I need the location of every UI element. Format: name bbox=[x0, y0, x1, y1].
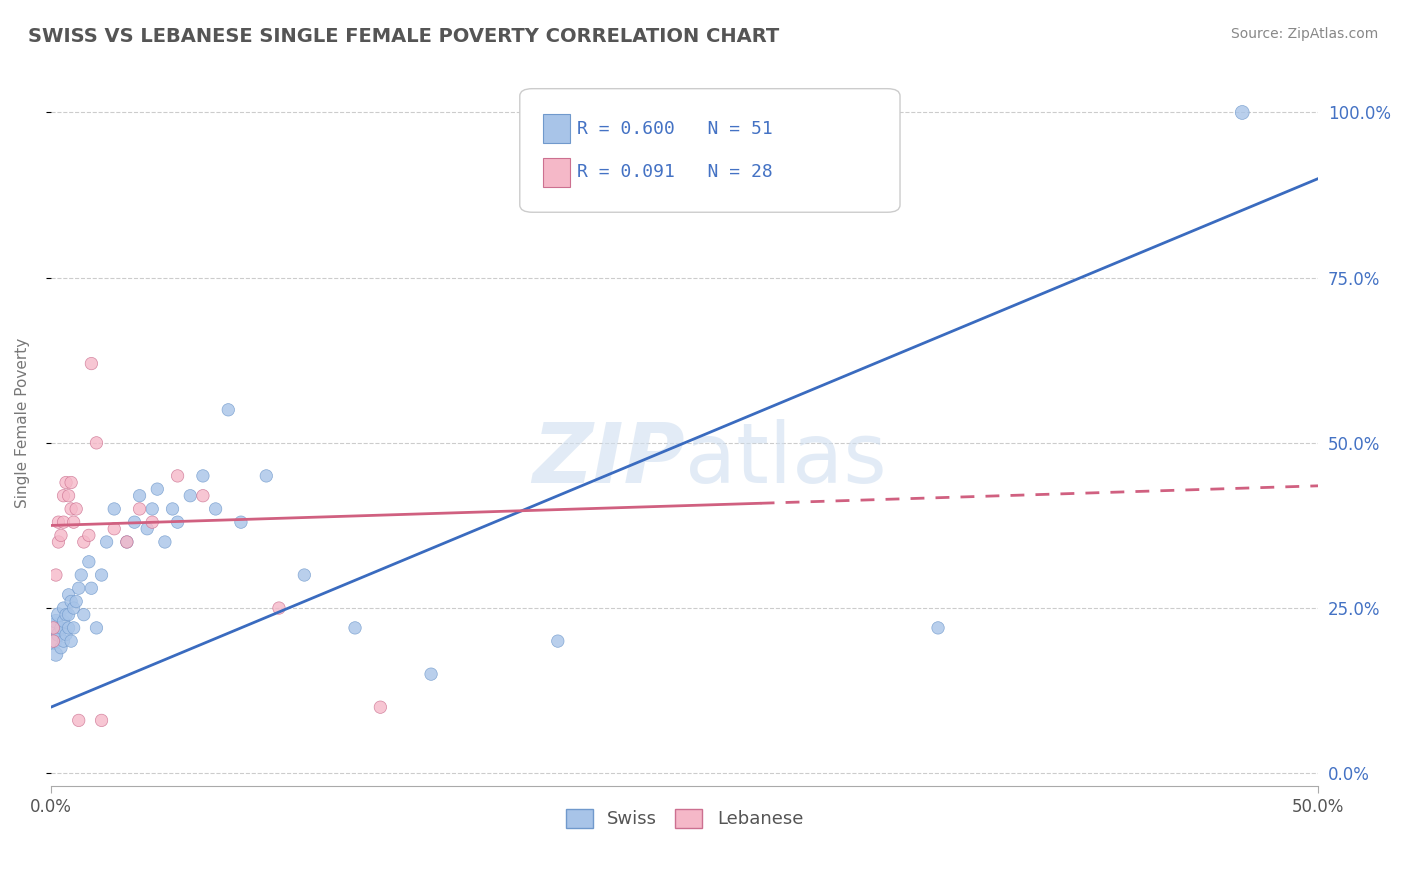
Point bbox=[103, 522, 125, 536]
Point bbox=[55, 627, 77, 641]
Point bbox=[86, 435, 108, 450]
Text: SWISS VS LEBANESE SINGLE FEMALE POVERTY CORRELATION CHART: SWISS VS LEBANESE SINGLE FEMALE POVERTY … bbox=[28, 27, 779, 45]
Point bbox=[62, 621, 84, 635]
Point bbox=[58, 607, 80, 622]
Text: Source: ZipAtlas.com: Source: ZipAtlas.com bbox=[1230, 27, 1378, 41]
Point bbox=[45, 648, 67, 662]
Point bbox=[90, 568, 112, 582]
Point bbox=[60, 502, 83, 516]
Point bbox=[141, 515, 163, 529]
Point bbox=[217, 402, 239, 417]
Point bbox=[80, 581, 103, 595]
Point bbox=[191, 489, 214, 503]
Point bbox=[124, 515, 146, 529]
Point bbox=[62, 601, 84, 615]
Y-axis label: Single Female Poverty: Single Female Poverty bbox=[15, 338, 30, 508]
FancyBboxPatch shape bbox=[543, 114, 571, 144]
Point bbox=[67, 581, 90, 595]
Point bbox=[204, 502, 226, 516]
Point bbox=[166, 469, 188, 483]
Point bbox=[48, 535, 70, 549]
Point bbox=[77, 528, 100, 542]
Point bbox=[420, 667, 443, 681]
Point bbox=[45, 615, 67, 629]
Point bbox=[42, 621, 65, 635]
Point bbox=[96, 535, 118, 549]
Point bbox=[58, 489, 80, 503]
Point bbox=[52, 615, 75, 629]
Point bbox=[86, 621, 108, 635]
Point bbox=[52, 515, 75, 529]
Point bbox=[73, 535, 96, 549]
Point bbox=[73, 607, 96, 622]
Point bbox=[48, 607, 70, 622]
Point bbox=[292, 568, 315, 582]
Point bbox=[115, 535, 138, 549]
Point bbox=[146, 482, 169, 496]
Point bbox=[927, 621, 949, 635]
Legend: Swiss, Lebanese: Swiss, Lebanese bbox=[558, 802, 810, 836]
Point bbox=[52, 634, 75, 648]
Point bbox=[65, 594, 87, 608]
Point bbox=[49, 621, 72, 635]
Point bbox=[1232, 105, 1254, 120]
Point bbox=[179, 489, 201, 503]
Point bbox=[60, 475, 83, 490]
Point bbox=[344, 621, 367, 635]
Point bbox=[65, 502, 87, 516]
Point bbox=[60, 594, 83, 608]
FancyBboxPatch shape bbox=[520, 88, 900, 212]
Point bbox=[254, 469, 277, 483]
Point bbox=[370, 700, 392, 714]
Point bbox=[55, 607, 77, 622]
Point bbox=[162, 502, 184, 516]
Point bbox=[42, 621, 65, 635]
Point bbox=[55, 475, 77, 490]
Point bbox=[128, 489, 150, 503]
Point bbox=[103, 502, 125, 516]
Text: R = 0.600   N = 51: R = 0.600 N = 51 bbox=[576, 120, 772, 137]
Point bbox=[166, 515, 188, 529]
FancyBboxPatch shape bbox=[543, 158, 571, 186]
Point bbox=[42, 634, 65, 648]
Point bbox=[48, 627, 70, 641]
Point bbox=[60, 634, 83, 648]
Point bbox=[58, 588, 80, 602]
Point bbox=[153, 535, 176, 549]
Point bbox=[48, 515, 70, 529]
Point bbox=[42, 634, 65, 648]
Point bbox=[191, 469, 214, 483]
Point bbox=[267, 601, 290, 615]
Text: ZIP: ZIP bbox=[531, 419, 685, 500]
Point bbox=[77, 555, 100, 569]
Point bbox=[67, 714, 90, 728]
Point bbox=[62, 515, 84, 529]
Text: atlas: atlas bbox=[685, 419, 886, 500]
Point bbox=[70, 568, 93, 582]
Point bbox=[58, 621, 80, 635]
Point bbox=[49, 528, 72, 542]
Point bbox=[136, 522, 159, 536]
Point bbox=[90, 714, 112, 728]
Point bbox=[141, 502, 163, 516]
Point bbox=[547, 634, 569, 648]
Point bbox=[52, 489, 75, 503]
Point bbox=[49, 640, 72, 655]
Point bbox=[115, 535, 138, 549]
Point bbox=[45, 568, 67, 582]
Point bbox=[80, 357, 103, 371]
Point bbox=[128, 502, 150, 516]
Text: R = 0.091   N = 28: R = 0.091 N = 28 bbox=[576, 163, 772, 181]
Point bbox=[52, 601, 75, 615]
Point bbox=[229, 515, 252, 529]
